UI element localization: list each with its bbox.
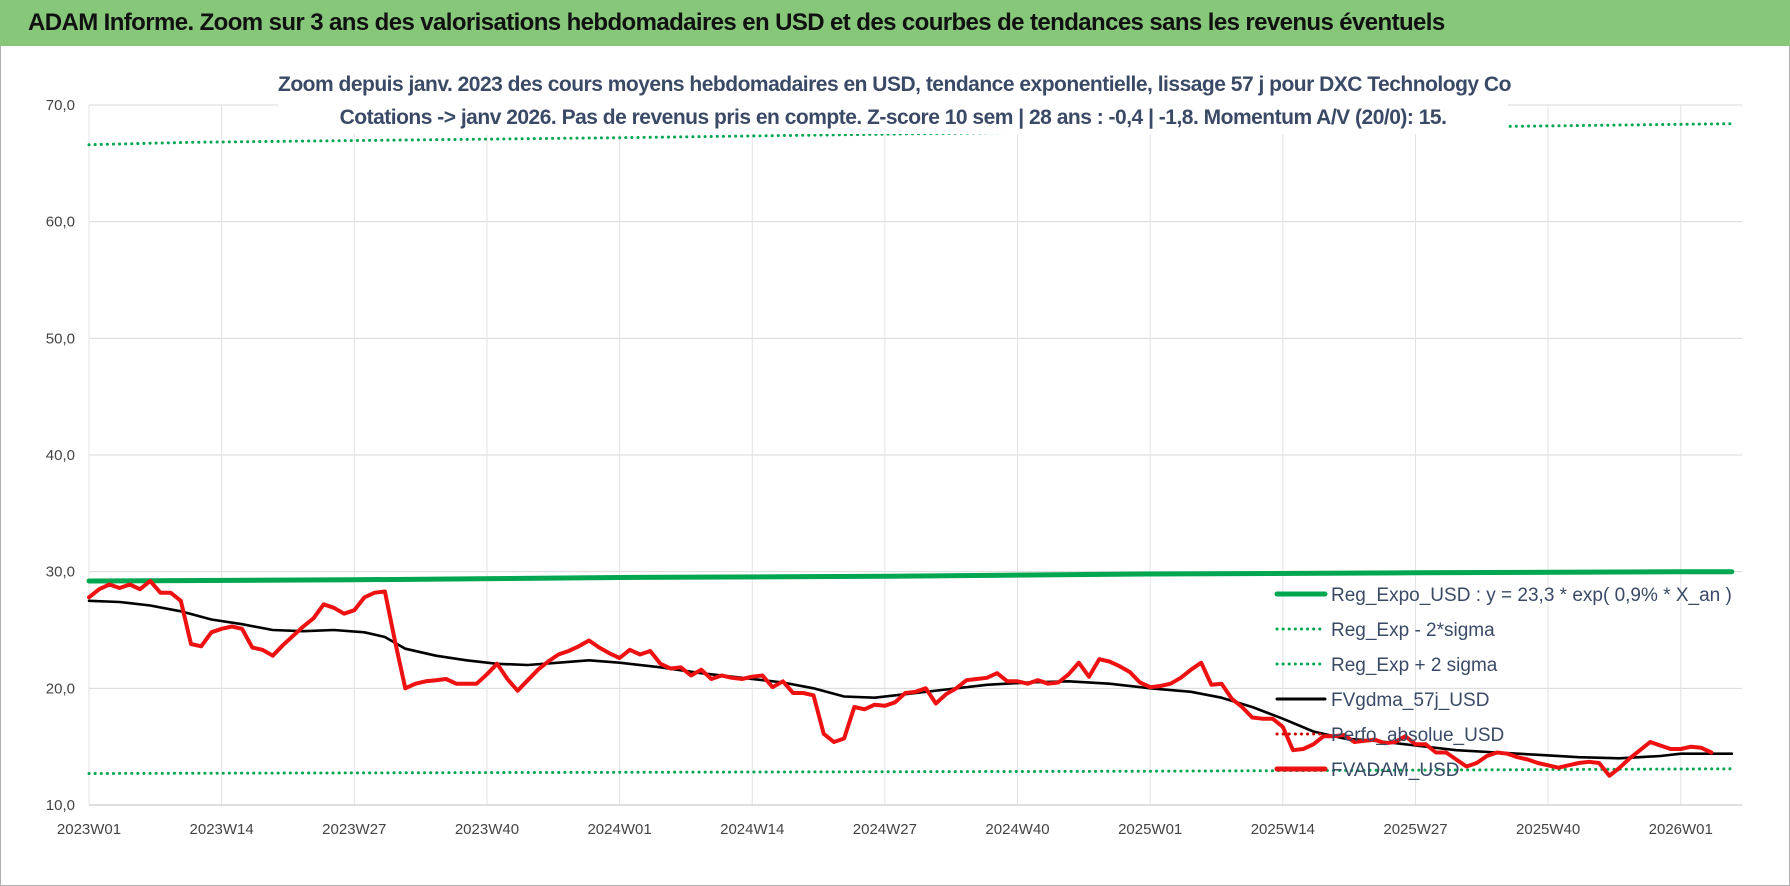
y-tick-label: 70,0 xyxy=(46,97,75,114)
series-line-5 xyxy=(87,579,1714,778)
x-tick-label: 2025W01 xyxy=(1118,821,1182,838)
legend-label-3: FVgdma_57j_USD xyxy=(1331,690,1489,711)
y-tick-label: 30,0 xyxy=(46,564,75,581)
x-tick-label: 2024W01 xyxy=(587,821,651,838)
x-tick-label: 2023W14 xyxy=(190,821,254,838)
x-tick-label: 2024W40 xyxy=(985,821,1049,838)
legend-label-2: Reg_Exp + 2 sigma xyxy=(1331,655,1498,676)
report-header: ADAM Informe. Zoom sur 3 ans des valoris… xyxy=(0,0,1790,46)
legend-label-5: FVADAM_USD xyxy=(1331,760,1459,781)
series-line-0 xyxy=(86,569,1735,584)
chart-title-line-1: Zoom depuis janv. 2023 des cours moyens … xyxy=(278,73,1511,96)
x-tick-label: 2025W27 xyxy=(1383,821,1447,838)
y-tick-label: 40,0 xyxy=(46,447,75,464)
legend-label-1: Reg_Exp - 2*sigma xyxy=(1331,620,1495,641)
series-line-1 xyxy=(87,767,1734,775)
legend-label-4: Perfo_absolue_USD xyxy=(1331,725,1504,746)
line-chart: 10,0 20,0 30,0 40,0 50,0 60,0 70,0 2023W01 2023W… xyxy=(46,97,1742,838)
y-tick-label: 10,0 xyxy=(46,797,75,814)
x-tick-label: 2024W27 xyxy=(853,821,917,838)
y-tick-label: 20,0 xyxy=(46,680,75,697)
x-tick-label: 2025W40 xyxy=(1516,821,1580,838)
chart-title-box: Zoom depuis janv. 2023 des cours moyens … xyxy=(278,68,1511,134)
x-tick-label: 2026W01 xyxy=(1649,821,1713,838)
y-tick-label: 50,0 xyxy=(46,330,75,347)
x-tick-label: 2023W27 xyxy=(322,821,386,838)
y-tick-label: 60,0 xyxy=(46,214,75,231)
x-tick-label: 2025W14 xyxy=(1251,821,1315,838)
legend-label-0: Reg_Expo_USD : y = 23,3 * exp( 0,9% * X_… xyxy=(1331,585,1732,606)
chart-title-line-2: Cotations -> janv 2026. Pas de revenus p… xyxy=(339,106,1447,129)
x-tick-label: 2024W14 xyxy=(720,821,784,838)
x-tick-label: 2023W40 xyxy=(455,821,519,838)
x-tick-label: 2023W01 xyxy=(57,821,121,838)
report-title: ADAM Informe. Zoom sur 3 ans des valoris… xyxy=(28,9,1445,36)
